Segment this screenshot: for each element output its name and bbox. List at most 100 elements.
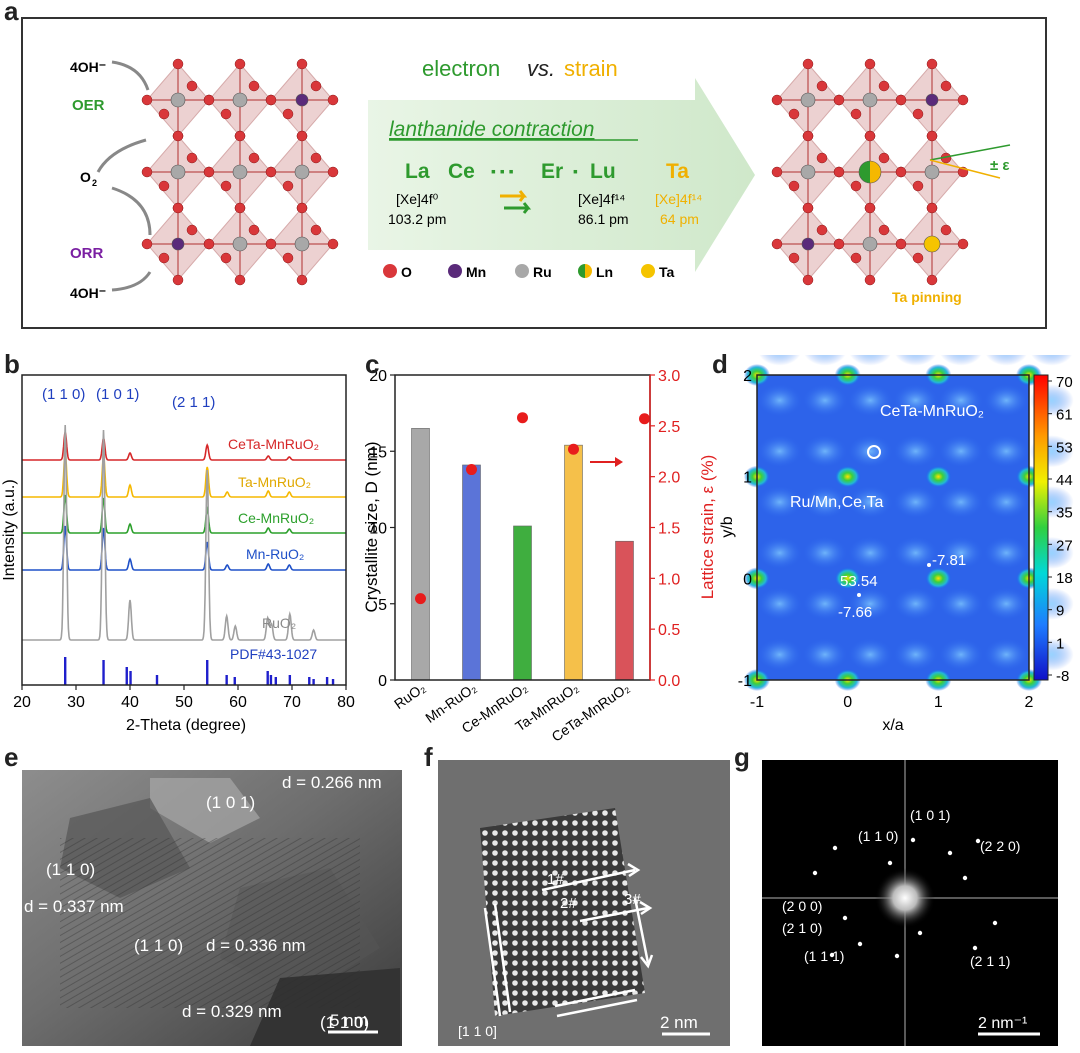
cbar-label: 1 — [1056, 635, 1064, 652]
oxygen-atom — [265, 166, 277, 178]
fft-spot — [962, 875, 968, 881]
panel-label-b: b — [4, 349, 20, 379]
oxygen-atom — [833, 238, 845, 250]
ta-pinning-label: Ta pinning — [892, 289, 962, 305]
map-peak — [925, 567, 952, 590]
oxygen-atom — [926, 202, 938, 214]
config-lu: [Xe]4f¹⁴ — [578, 191, 625, 207]
fft-spot — [972, 945, 978, 951]
oxygen-atom — [833, 94, 845, 106]
oxygen-atom — [850, 108, 862, 120]
cbar-label: 44 — [1056, 472, 1073, 489]
map-blob — [757, 536, 802, 569]
title-vs: vs. — [527, 56, 555, 81]
left-lattice — [141, 58, 339, 286]
ytick-label: 0 — [378, 673, 387, 690]
panel-e: e d = 0.266 nm (1 0 1) (1 1 0) d = 0.337… — [0, 742, 410, 1048]
trace-label-ceta: CeTa-MnRuO₂ — [228, 436, 319, 452]
orr-label: ORR — [70, 245, 104, 262]
haadf-image: 1# 2# 3# [1 1 0] 2 nm — [438, 760, 730, 1046]
strain-point-2 — [517, 412, 528, 424]
fft-spot — [975, 838, 981, 844]
y2tick-label: 3.0 — [658, 368, 680, 385]
plane-110-c: (1 1 0) — [320, 1013, 369, 1032]
fft-image: (1 0 1) (1 1 0) (2 2 0) (2 0 0) (2 1 0) … — [762, 760, 1058, 1046]
strain-point-4 — [639, 413, 650, 425]
cbar-label: 70 — [1056, 374, 1073, 391]
oxygen-atom — [310, 224, 322, 236]
oxygen-atom — [912, 252, 924, 264]
map-blob — [803, 384, 847, 417]
zone-axis-label: [1 1 0] — [458, 1023, 497, 1039]
fft-210: (2 1 0) — [782, 920, 822, 936]
map-title: CeTa-MnRuO₂ — [880, 403, 984, 420]
element-la: La — [405, 160, 430, 183]
map-blob — [803, 587, 847, 620]
oxygen-atom — [310, 152, 322, 164]
panel-d: d CeTa-MnRuO₂ Ru/Mn,Ce,Ta 53.54 -7.81 -7… — [710, 333, 1080, 750]
xrd-chart: 20 30 40 50 60 70 80 (1 1 0) (1 0 1) (2 1 1) C… — [1, 374, 355, 734]
map-blob — [803, 435, 847, 468]
map-ylabel: y/b — [719, 516, 736, 537]
metal-atom — [232, 236, 248, 252]
trace-label-ta: Ta-MnRuO₂ — [238, 474, 311, 490]
trace-label-ruo2: RuO₂ — [262, 615, 296, 631]
peak-110: (1 1 0) — [42, 386, 85, 403]
oxygen-atom — [248, 152, 260, 164]
oxygen-atom — [265, 94, 277, 106]
category-label-0: RuO₂ — [391, 679, 428, 712]
trace-label-mn: Mn-RuO₂ — [246, 546, 304, 562]
oxygen-atom — [220, 252, 232, 264]
xrd-xtick-label: 60 — [229, 694, 247, 711]
map-blob — [893, 384, 938, 417]
peak-101: (1 0 1) — [96, 386, 139, 403]
o2-label: O — [80, 169, 91, 185]
strain-point-1 — [466, 464, 477, 476]
oxygen-atom — [234, 202, 246, 214]
label-1: 1# — [547, 871, 564, 888]
element-ce: Ce — [448, 160, 475, 183]
fft-spot — [917, 930, 923, 936]
oxygen-atom — [296, 202, 308, 214]
radius-ta: 64 pm — [660, 211, 699, 227]
fft-spot — [894, 953, 900, 959]
map-blob — [893, 587, 938, 620]
crystal-region — [480, 808, 645, 1016]
fft-211: (2 1 1) — [970, 953, 1010, 969]
oxygen-atom — [895, 166, 907, 178]
colorbar — [1033, 374, 1049, 681]
oh-bottom-label: 4OH⁻ — [70, 285, 106, 301]
map-blob — [984, 333, 1029, 366]
atom-legend: O Mn Ru Ln Ta — [383, 264, 675, 280]
map-blob — [848, 638, 893, 671]
strain-point-3 — [568, 443, 579, 455]
metal-atom — [294, 236, 310, 252]
scale-label-e: 5 nm — [330, 1011, 368, 1030]
title-strain: strain — [564, 56, 618, 81]
size-bar-2 — [513, 525, 532, 681]
oxygen-atom — [172, 202, 184, 214]
size-bar-3 — [564, 444, 583, 681]
size-bar-0 — [411, 428, 430, 681]
map-blob — [757, 638, 802, 671]
metal-atom — [801, 237, 815, 251]
metal-atom — [923, 235, 941, 253]
curved-arrow-3 — [111, 186, 152, 236]
map-xtick-label: 0 — [843, 694, 852, 711]
oer-label: OER — [72, 97, 105, 114]
strain-label: ± ε — [990, 157, 1010, 174]
oxygen-atom — [878, 80, 890, 92]
element-dot: ▪ — [573, 163, 578, 179]
strain-map: CeTa-MnRuO₂ Ru/Mn,Ce,Ta 53.54 -7.81 -7.6… — [719, 333, 1074, 734]
map-peak — [834, 465, 861, 488]
panel-a: a 4OH⁻ OER O 2 ORR 4OH⁻ electron vs. str… — [0, 0, 1080, 340]
plane-110-b: (1 1 0) — [134, 936, 183, 955]
panel-label-e: e — [4, 742, 19, 772]
oxygen-atom — [327, 166, 339, 178]
map-blob — [939, 435, 983, 468]
y2tick-label: 1.0 — [658, 571, 680, 588]
scale-label-g: 2 nm⁻¹ — [978, 1015, 1027, 1032]
oxygen-atom — [864, 274, 876, 286]
map-blob — [803, 333, 847, 366]
map-blob — [1029, 333, 1074, 366]
